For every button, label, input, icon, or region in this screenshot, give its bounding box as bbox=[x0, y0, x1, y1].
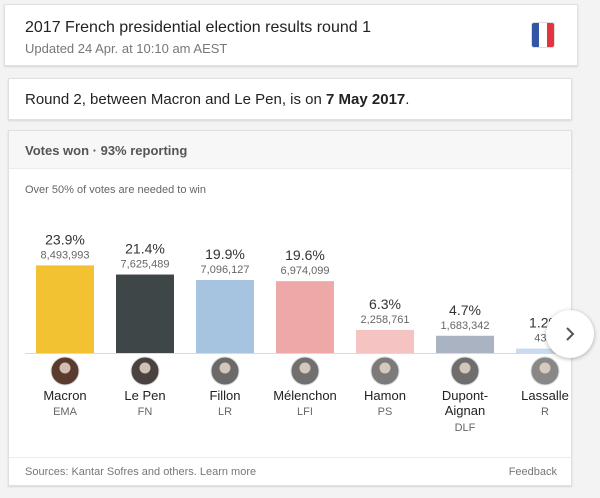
candidate-party-2: LR bbox=[218, 406, 232, 418]
bar-5 bbox=[436, 335, 494, 353]
candidate-name-2: Fillon bbox=[209, 388, 240, 403]
candidate-name-6: Lassalle bbox=[521, 388, 569, 403]
bar-percent-label-1: 21.4% bbox=[125, 241, 165, 257]
candidate-avatar-face-4 bbox=[379, 362, 391, 374]
bar-percent-label-3: 19.6% bbox=[285, 247, 325, 263]
bar-percent-label-5: 4.7% bbox=[449, 302, 481, 318]
votes-header: Votes won · 93% reporting bbox=[9, 131, 571, 169]
page-title: 2017 French presidential election result… bbox=[25, 19, 371, 36]
bar-percent-label-0: 23.9% bbox=[45, 231, 85, 247]
threshold-note: Over 50% of votes are needed to win bbox=[25, 184, 206, 196]
round2-card: Round 2, between Macron and Le Pen, is o… bbox=[8, 78, 572, 120]
bar-votes-label-4: 2,258,761 bbox=[361, 314, 410, 326]
sources-link[interactable]: Sources: Kantar Sofres and others. Learn… bbox=[25, 466, 257, 478]
candidate-avatar-face-5 bbox=[459, 362, 471, 374]
updated-timestamp: Updated 24 Apr. at 10:10 am AEST bbox=[25, 41, 228, 56]
candidate-party-5: DLF bbox=[455, 422, 476, 434]
flag-stripe-red bbox=[546, 23, 554, 47]
votes-title: Votes won · 93% reporting bbox=[25, 143, 188, 158]
bar-1 bbox=[116, 274, 174, 353]
next-button[interactable] bbox=[546, 310, 594, 358]
candidate-avatar-face-0 bbox=[59, 362, 71, 374]
candidate-name-0: Macron bbox=[43, 388, 86, 403]
candidate-avatar-face-6 bbox=[539, 362, 551, 374]
bar-votes-label-3: 6,974,099 bbox=[281, 265, 330, 277]
bar-votes-label-1: 7,625,489 bbox=[121, 259, 170, 271]
candidate-name-5: Dupont- bbox=[442, 388, 488, 403]
bar-4 bbox=[356, 329, 414, 353]
candidate-party-6: R bbox=[541, 406, 549, 418]
round2-notice: Round 2, between Macron and Le Pen, is o… bbox=[25, 91, 409, 108]
candidate-avatar-face-2 bbox=[219, 362, 231, 374]
header-card: 2017 French presidential election result… bbox=[4, 4, 578, 66]
france-flag-icon bbox=[531, 22, 555, 48]
results-chart: 23.9% 8,493,993 Macron EMA 21.4% 7,625,489 Le … bbox=[25, 231, 573, 434]
candidate-name2-5: Aignan bbox=[445, 403, 485, 418]
flag-stripe-white bbox=[539, 23, 547, 47]
candidate-avatar-face-3 bbox=[299, 362, 311, 374]
chevron-right-icon bbox=[566, 327, 575, 341]
bar-2 bbox=[196, 280, 254, 353]
round2-text-suffix: . bbox=[405, 91, 410, 108]
flag-stripe-blue bbox=[532, 23, 540, 47]
candidate-party-4: PS bbox=[378, 406, 393, 418]
bar-3 bbox=[276, 281, 334, 353]
candidate-name-3: Mélenchon bbox=[273, 388, 337, 403]
candidate-name-4: Hamon bbox=[364, 388, 406, 403]
feedback-link[interactable]: Feedback bbox=[508, 466, 557, 478]
candidate-party-0: EMA bbox=[53, 406, 78, 418]
bar-0 bbox=[36, 265, 94, 353]
bar-votes-label-2: 7,096,127 bbox=[201, 264, 250, 276]
candidate-name-1: Le Pen bbox=[124, 388, 165, 403]
bar-percent-label-4: 6.3% bbox=[369, 296, 401, 312]
bar-6 bbox=[516, 348, 573, 353]
bar-votes-label-0: 8,493,993 bbox=[41, 249, 90, 261]
bar-votes-label-5: 1,683,342 bbox=[441, 320, 490, 332]
candidate-avatar-face-1 bbox=[139, 362, 151, 374]
results-card: Votes won · 93% reporting Over 50% of vo… bbox=[8, 130, 573, 487]
candidate-party-3: LFI bbox=[297, 406, 313, 418]
round2-text-prefix: Round 2, between Macron and Le Pen, is o… bbox=[25, 91, 327, 108]
round2-date: 7 May 2017 bbox=[326, 91, 406, 108]
card-footer: Sources: Kantar Sofres and others. Learn… bbox=[9, 457, 571, 487]
candidate-party-1: FN bbox=[138, 406, 153, 418]
bar-percent-label-2: 19.9% bbox=[205, 246, 245, 262]
